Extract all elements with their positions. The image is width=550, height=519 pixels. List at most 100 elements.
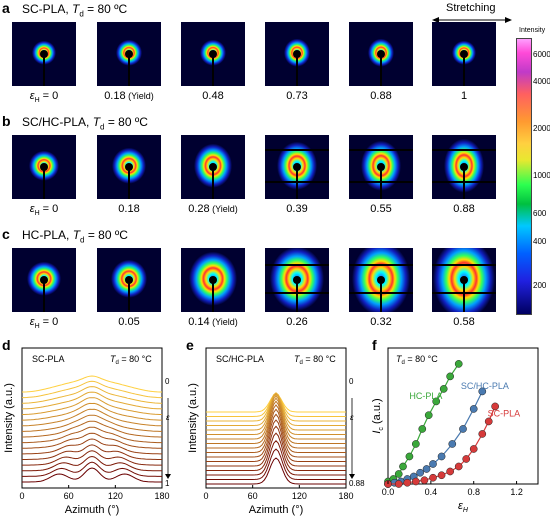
stretching-label: Stretching bbox=[446, 2, 496, 14]
right-top-label: 0 bbox=[349, 377, 354, 386]
chart-f-crystallinity: HC-PLA SC/HC-PLA SC-PLA 0.0 0.4 0.8 1.2 εH Ic (a… bbox=[371, 347, 539, 514]
profile-curve bbox=[206, 400, 346, 444]
profile-curve bbox=[22, 455, 162, 472]
data-point bbox=[405, 452, 414, 461]
saxs-caption-c-2: 0.14 (Yield) bbox=[188, 316, 238, 328]
data-point bbox=[394, 470, 403, 478]
data-point bbox=[399, 462, 407, 471]
profile-curve bbox=[22, 375, 162, 393]
panel-a-letter: a bbox=[2, 0, 10, 16]
profile-curve bbox=[22, 467, 162, 483]
series-label: SC-PLA bbox=[488, 408, 521, 418]
data-point bbox=[418, 425, 427, 433]
saxs-pattern-b-2 bbox=[181, 135, 245, 199]
saxs-caption-a-4: 0.88 bbox=[370, 90, 392, 102]
x-tick-label: 60 bbox=[248, 491, 258, 501]
saxs-caption-b-2: 0.28 (Yield) bbox=[188, 203, 238, 215]
x-tick-label: 0 bbox=[19, 491, 24, 501]
profile-curve bbox=[206, 393, 346, 431]
x-tick-label: 0.4 bbox=[425, 487, 438, 497]
x-axis-label: Azimuth (°) bbox=[249, 504, 304, 516]
saxs-caption-a-3: 0.73 bbox=[286, 90, 308, 102]
chart-title: SC/HC-PLA bbox=[216, 354, 264, 364]
x-tick-label: 0.8 bbox=[467, 487, 480, 497]
data-point bbox=[446, 372, 454, 381]
data-point bbox=[429, 460, 437, 468]
y-axis-label: Intensity (a.u.) bbox=[3, 383, 15, 453]
profile-curve bbox=[22, 432, 162, 449]
data-point bbox=[424, 411, 433, 420]
x-tick-label: 60 bbox=[64, 491, 74, 501]
strain-arrowhead bbox=[349, 474, 355, 479]
data-point bbox=[478, 387, 487, 396]
colorbar-tick: 4000 bbox=[533, 77, 550, 86]
data-point bbox=[462, 455, 471, 463]
data-point bbox=[422, 465, 431, 473]
chart-annotation: Td = 80 °C bbox=[294, 354, 336, 366]
right-top-label: 0 bbox=[165, 377, 170, 386]
profile-curve bbox=[22, 386, 162, 404]
saxs-pattern-b-4 bbox=[349, 135, 413, 199]
panel-b-letter: b bbox=[2, 113, 11, 129]
data-point bbox=[432, 397, 441, 406]
profile-curve bbox=[206, 425, 346, 467]
right-axis-label: ε bbox=[166, 413, 170, 422]
saxs-pattern-c-3 bbox=[265, 248, 329, 312]
saxs-caption-b-3: 0.39 bbox=[286, 203, 308, 215]
colorbar-title: Intensity bbox=[519, 27, 546, 34]
data-point bbox=[454, 462, 463, 471]
data-point bbox=[394, 480, 403, 488]
saxs-pattern-b-5 bbox=[432, 135, 496, 199]
saxs-pattern-a-0 bbox=[12, 22, 76, 86]
x-tick-label: 180 bbox=[154, 491, 169, 501]
profile-curve bbox=[22, 450, 162, 466]
data-point bbox=[437, 452, 446, 461]
panel-e-letter: e bbox=[186, 337, 194, 353]
saxs-caption-c-1: 0.05 bbox=[118, 316, 140, 328]
data-point bbox=[429, 473, 437, 482]
profile-curve bbox=[206, 392, 346, 426]
colorbar-tick: 600 bbox=[533, 209, 547, 218]
data-point bbox=[448, 440, 457, 448]
x-axis-label: Azimuth (°) bbox=[65, 504, 120, 516]
saxs-pattern-b-3 bbox=[265, 135, 329, 199]
profile-curve bbox=[206, 432, 346, 471]
series-label: SC/HC-PLA bbox=[461, 381, 509, 391]
saxs-pattern-c-0 bbox=[12, 248, 76, 312]
profile-curve bbox=[206, 408, 346, 453]
chart-annotation: Td = 80 °C bbox=[396, 354, 438, 366]
saxs-caption-a-2: 0.48 bbox=[202, 90, 224, 102]
data-point bbox=[412, 477, 420, 486]
profile-curve bbox=[206, 397, 346, 440]
intensity-colorbar bbox=[516, 38, 532, 315]
y-axis-label: Ic (a.u.) bbox=[371, 398, 385, 433]
chart-e-azimuth-schc: 0 60 120 180 Azimuth (°) Intensity (a.u.) SC/H… bbox=[187, 347, 365, 516]
saxs-pattern-a-5 bbox=[432, 22, 496, 86]
profile-curve bbox=[22, 397, 162, 415]
saxs-pattern-a-4 bbox=[349, 22, 413, 86]
profile-curve bbox=[22, 408, 162, 427]
data-point bbox=[469, 445, 478, 453]
data-point bbox=[416, 468, 424, 477]
saxs-pattern-b-0 bbox=[12, 135, 76, 199]
profile-curve bbox=[206, 457, 346, 485]
saxs-pattern-b-1 bbox=[97, 135, 161, 199]
x-tick-label: 120 bbox=[292, 491, 307, 501]
x-tick-label: 120 bbox=[108, 491, 123, 501]
saxs-caption-c-0: εH = 0 bbox=[29, 316, 59, 331]
panel-c-title: HC-PLA, Td = 80 ºC bbox=[22, 228, 128, 245]
profile-curve bbox=[22, 380, 162, 399]
data-point bbox=[478, 430, 487, 438]
saxs-pattern-a-3 bbox=[265, 22, 329, 86]
profile-curve bbox=[21, 391, 163, 410]
profile-curve bbox=[22, 426, 162, 444]
x-tick-label: 0.0 bbox=[382, 487, 395, 497]
profile-curve bbox=[22, 444, 162, 460]
saxs-pattern-c-4 bbox=[349, 248, 413, 312]
data-point bbox=[446, 467, 454, 476]
profile-curve bbox=[22, 402, 162, 421]
x-tick-label: 1.2 bbox=[510, 487, 523, 497]
colorbar-tick: 200 bbox=[533, 280, 547, 290]
panel-f-letter: f bbox=[372, 337, 377, 353]
colorbar-tick: 6000 bbox=[533, 49, 550, 59]
